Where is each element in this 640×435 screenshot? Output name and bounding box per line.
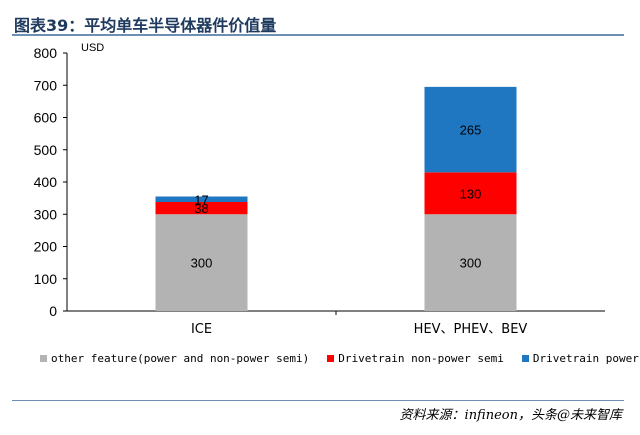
- legend-swatch-other: [40, 355, 47, 362]
- legend-label-other: other feature(power and non-power semi): [51, 352, 310, 365]
- legend-swatch-nonpower: [327, 355, 335, 362]
- bar-segment: [424, 214, 517, 311]
- legend-label-power: Drivetrain power semi: [532, 352, 640, 365]
- data-label: 17: [194, 192, 208, 207]
- x-tick-label: ICE: [191, 322, 212, 337]
- bar-segment: [155, 196, 248, 202]
- legend: other feature(power and non-power semi) …: [40, 352, 640, 365]
- x-tick-label: HEV、PHEV、BEV: [414, 322, 528, 337]
- y-tick-label: 100: [34, 271, 58, 287]
- data-label: 38: [194, 201, 208, 216]
- bar-segment: [424, 86, 517, 173]
- y-tick-label: 400: [34, 174, 58, 190]
- data-label: 300: [191, 256, 213, 271]
- legend-item-other: other feature(power and non-power semi): [40, 352, 309, 365]
- source-note: 资料来源：infineon，头条@未来智库: [399, 408, 622, 423]
- bar-segment: [155, 214, 248, 311]
- bar-segment: [155, 201, 248, 215]
- y-tick-label: 300: [34, 206, 58, 222]
- legend-swatch-power: [521, 355, 529, 362]
- footer-divider: [12, 400, 624, 401]
- y-tick-label: 200: [34, 239, 58, 255]
- y-tick-label: 0: [49, 303, 57, 319]
- data-label: 265: [460, 123, 482, 138]
- legend-item-power: Drivetrain power semi: [521, 352, 640, 365]
- title-divider: [12, 34, 624, 36]
- y-tick-label: 700: [34, 77, 58, 93]
- legend-label-nonpower: Drivetrain non-power semi: [338, 352, 504, 365]
- legend-item-nonpower: Drivetrain non-power semi: [327, 352, 504, 365]
- bar-segment: [424, 172, 517, 215]
- data-label: 300: [460, 256, 482, 271]
- data-label: 130: [460, 186, 482, 201]
- y-axis-unit-label: USD: [81, 42, 104, 54]
- y-tick-label: 800: [34, 45, 58, 61]
- y-tick-label: 600: [34, 110, 58, 126]
- chart-title: 图表39：平均单车半导体器件价值量: [14, 16, 277, 35]
- y-tick-label: 500: [34, 142, 58, 158]
